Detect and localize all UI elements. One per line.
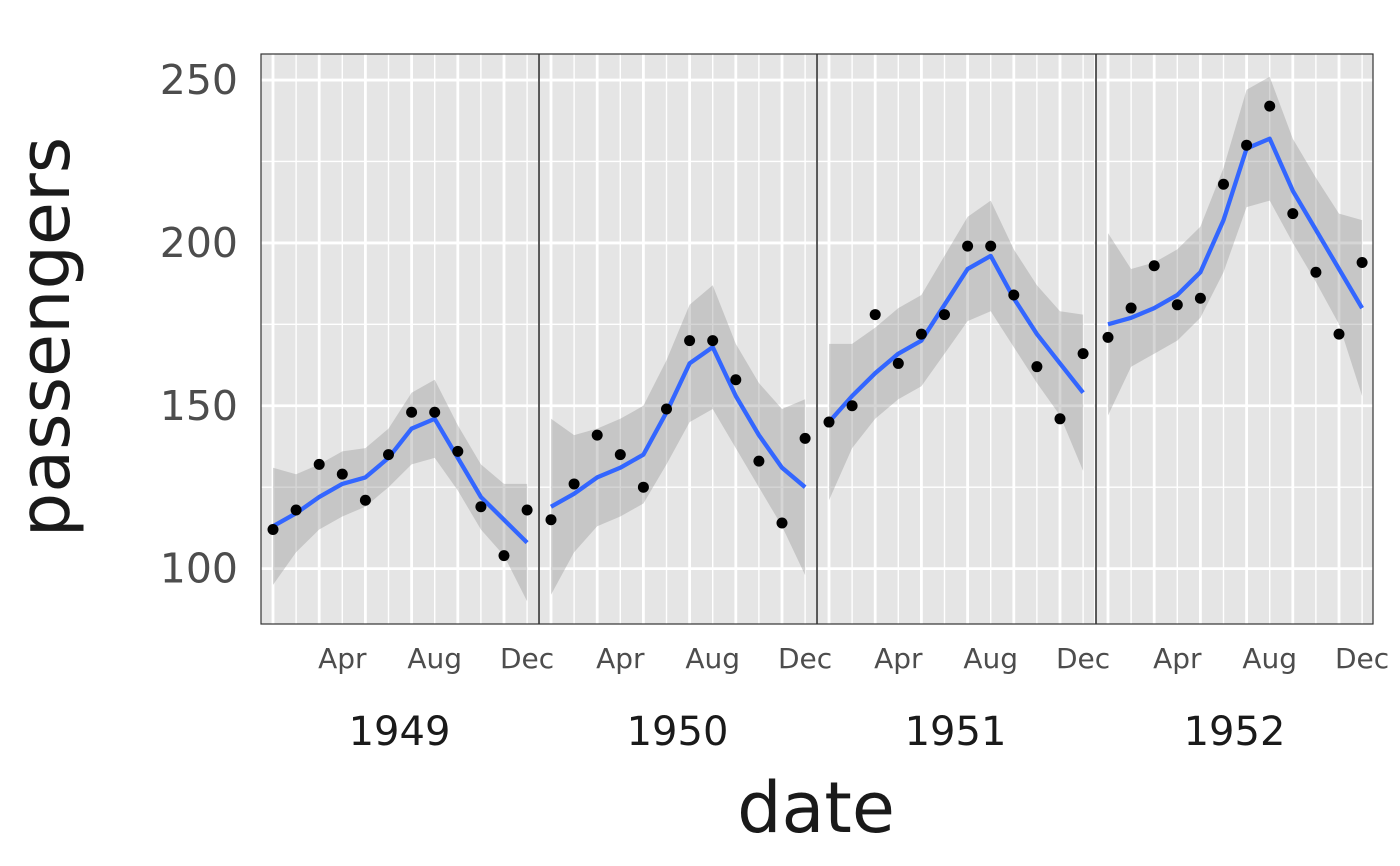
data-point <box>591 429 603 441</box>
panel-1951 <box>817 54 1094 624</box>
panel-background <box>817 54 1094 624</box>
data-point <box>985 240 997 252</box>
data-point <box>1310 266 1322 278</box>
panel-background <box>539 54 816 624</box>
data-point <box>776 517 788 529</box>
data-point <box>290 504 302 516</box>
x-tick-labels: Apr Aug Dec Apr Aug Dec Apr Aug Dec Apr Aug Dec <box>318 642 1389 675</box>
data-point <box>753 455 765 467</box>
data-point <box>869 309 881 321</box>
confidence-band <box>829 200 1084 501</box>
data-point <box>1194 292 1206 304</box>
smooth-line <box>549 344 807 509</box>
data-point <box>707 335 719 347</box>
x-tick-label: Dec <box>500 642 554 675</box>
data-point <box>939 309 950 321</box>
data-point <box>661 403 672 415</box>
data-point <box>568 478 580 490</box>
smooth-line <box>1107 136 1364 327</box>
data-point <box>313 458 325 470</box>
data-point <box>962 240 974 252</box>
data-point <box>1077 348 1089 360</box>
year-label: 1949 <box>349 709 451 755</box>
data-point <box>336 468 348 480</box>
data-point <box>498 550 510 562</box>
data-point <box>1333 328 1345 340</box>
year-label: 1950 <box>627 709 729 755</box>
data-point <box>1031 361 1043 373</box>
data-point <box>1287 208 1299 220</box>
smooth-line <box>827 253 1085 424</box>
x-tick-label: Dec <box>1056 642 1110 675</box>
data-point <box>637 481 649 493</box>
data-point <box>545 514 557 526</box>
x-tick-label: Aug <box>407 642 462 675</box>
data-point <box>915 328 927 340</box>
data-point <box>267 524 279 536</box>
x-tick-label: Apr <box>318 642 367 675</box>
data-point <box>452 445 464 457</box>
confidence-band <box>273 379 528 602</box>
year-label: 1952 <box>1184 709 1286 755</box>
data-point <box>1356 256 1368 268</box>
data-point <box>359 494 371 506</box>
x-tick-label: Aug <box>1242 642 1297 675</box>
x-tick-label: Apr <box>874 642 923 675</box>
x-tick-label: Aug <box>963 642 1018 675</box>
x-tick-label: Apr <box>1153 642 1202 675</box>
data-point <box>1008 289 1020 301</box>
y-tick-label: 150 <box>160 382 238 430</box>
data-point <box>475 501 487 513</box>
data-point <box>823 416 835 428</box>
data-point <box>406 406 418 418</box>
data-point <box>892 357 904 369</box>
data-point <box>799 432 811 444</box>
panel-1952 <box>1096 54 1373 624</box>
year-label: 1951 <box>905 709 1007 755</box>
panel-background <box>261 54 538 624</box>
y-tick-label: 100 <box>160 545 238 593</box>
data-point <box>429 406 441 418</box>
data-point <box>1102 331 1114 343</box>
data-point <box>846 400 858 412</box>
y-tick-label: 200 <box>160 219 238 267</box>
data-point <box>1218 178 1229 190</box>
panel-1950 <box>539 54 816 624</box>
x-axis-title: date <box>737 767 895 849</box>
data-point <box>1125 302 1137 314</box>
x-tick-label: Dec <box>1335 642 1389 675</box>
data-point <box>1054 413 1066 425</box>
x-tick-label: Aug <box>685 642 740 675</box>
y-tick-label: 250 <box>160 56 238 104</box>
smooth-line <box>271 416 529 545</box>
panels-layer <box>260 53 1374 625</box>
data-point <box>730 374 742 386</box>
confidence-band <box>1108 76 1363 416</box>
data-point <box>1264 100 1276 112</box>
data-point <box>521 504 533 516</box>
confidence-band <box>551 285 806 595</box>
data-point <box>1171 299 1183 311</box>
data-point <box>1241 139 1253 151</box>
year-strip-labels: 1949 1950 1951 1952 <box>349 709 1286 755</box>
data-point <box>1148 260 1160 272</box>
y-tick-labels: 100 150 200 250 <box>160 56 238 593</box>
y-axis-title: passengers <box>4 137 86 537</box>
panel-1949 <box>261 54 538 624</box>
data-point <box>684 335 696 347</box>
data-point <box>383 449 394 461</box>
x-tick-label: Dec <box>778 642 832 675</box>
data-point <box>614 449 626 461</box>
panel-background <box>1096 54 1373 624</box>
x-tick-label: Apr <box>596 642 645 675</box>
